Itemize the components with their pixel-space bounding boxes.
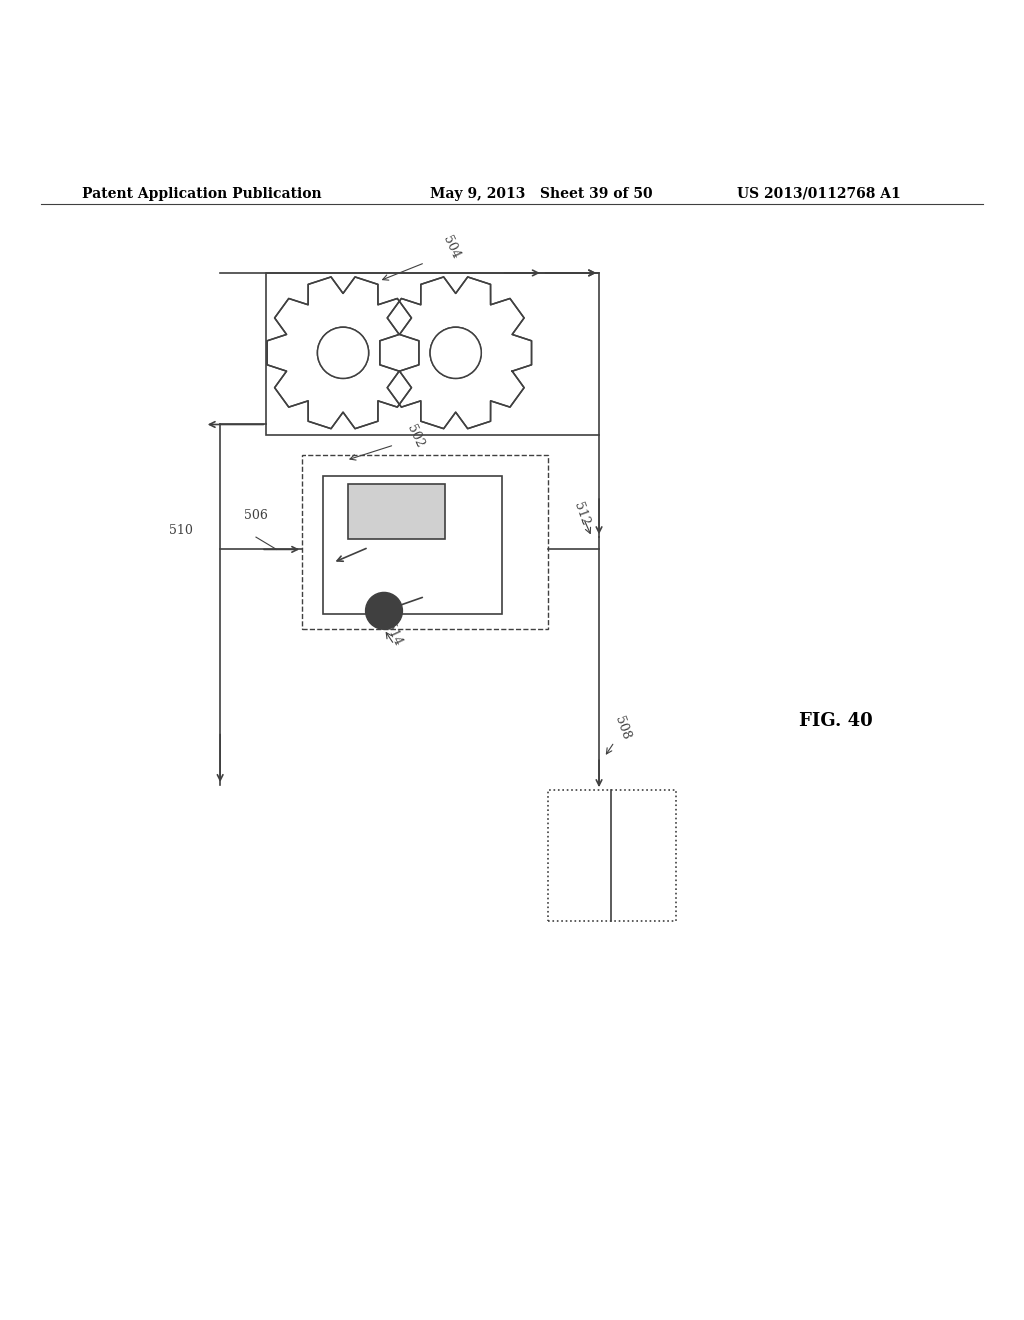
Text: 512: 512 <box>571 500 592 527</box>
Text: Patent Application Publication: Patent Application Publication <box>82 187 322 201</box>
Text: 504: 504 <box>440 234 462 260</box>
Text: 508: 508 <box>612 715 633 742</box>
Text: 502: 502 <box>404 424 426 450</box>
Bar <box>548 791 676 921</box>
Bar <box>266 273 599 434</box>
Circle shape <box>317 327 369 379</box>
Text: May 9, 2013   Sheet 39 of 50: May 9, 2013 Sheet 39 of 50 <box>430 187 652 201</box>
Text: FIG. 40: FIG. 40 <box>799 713 872 730</box>
Circle shape <box>430 327 481 379</box>
Text: 514: 514 <box>382 620 403 648</box>
Circle shape <box>317 327 369 379</box>
Circle shape <box>430 327 481 379</box>
Text: 510: 510 <box>169 524 193 537</box>
Bar <box>302 455 548 630</box>
Text: 506: 506 <box>244 508 267 521</box>
Circle shape <box>366 593 402 630</box>
Bar <box>323 475 502 614</box>
Text: US 2013/0112768 A1: US 2013/0112768 A1 <box>737 187 901 201</box>
Bar <box>348 484 445 539</box>
